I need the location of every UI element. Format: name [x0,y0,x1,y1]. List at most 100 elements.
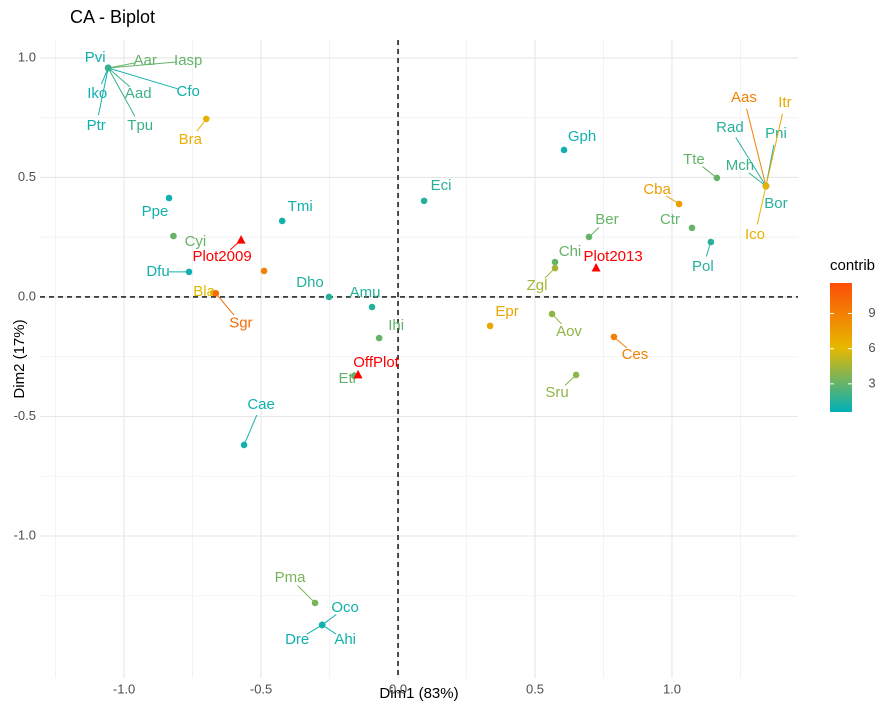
row-label: Plot2013 [583,248,642,265]
column-label: Oco [331,599,359,616]
column-label: Ihi [388,317,404,334]
x-tick-label: 1.0 [663,681,681,696]
leader-line [702,166,718,179]
leader-line [321,624,337,635]
column-label: Gph [568,128,596,145]
leader-line [196,118,207,132]
leader-line [215,293,235,316]
leader-line [544,267,556,279]
column-label: Iasp [174,52,202,69]
column-label: Aov [556,323,582,340]
column-point [165,194,173,202]
column-point [104,64,112,72]
leader-line [297,585,316,604]
column-label: Pol [692,258,714,275]
x-tick-label: 0.5 [526,681,544,696]
chart-title: CA - Biplot [70,7,155,27]
leader-line [613,336,627,349]
legend-tick-label: 6 [868,340,875,355]
leader-line [564,374,577,386]
column-label: Ces [622,346,649,363]
column-point [278,217,286,225]
column-label: Sgr [229,314,252,331]
column-point [375,334,383,342]
row-point [353,369,363,379]
leader-line [243,414,258,446]
column-label: Ico [745,226,765,243]
y-tick-label: 0.5 [18,169,36,184]
leader-line [735,137,767,187]
row-label: OffPlot [353,354,399,371]
y-axis-label: Dim2 (17%) [11,319,28,398]
column-label: Chi [559,243,582,260]
column-label: Pni [765,125,787,142]
column-label: Mch [726,157,754,174]
column-point [486,322,494,330]
row-point [591,263,601,272]
column-label: Ppe [142,203,169,220]
column-label: Tmi [288,198,313,215]
legend-tick-label: 3 [868,375,875,390]
y-tick-label: 1.0 [18,49,36,64]
leader-line [588,227,600,238]
column-label: Cyi [185,233,207,250]
column-label: Aar [134,52,157,69]
column-label: Dho [296,274,324,291]
leader-line [107,67,136,117]
leader-line [108,61,178,69]
y-tick-label: -0.5 [14,408,36,423]
column-label: Sru [545,384,568,401]
column-label: Epr [495,303,518,320]
column-label: Tte [683,151,705,168]
leader-line [748,172,767,187]
legend-colorbar [830,283,852,412]
leader-line [107,67,131,88]
leader-line [97,67,109,116]
column-label: Cfo [177,83,200,100]
column-label: Pvi [85,49,106,66]
column-label: Eci [431,177,452,194]
column-label: Aad [125,85,152,102]
column-label: Dfu [146,263,169,280]
column-label: Eti [338,370,356,387]
leader-line [229,239,242,251]
legend-title: contrib [830,257,875,274]
column-label: Itr [778,94,791,111]
leader-line [108,67,178,90]
x-tick-label: -1.0 [113,681,135,696]
column-label: Amu [350,284,381,301]
column-label: Rad [716,119,744,136]
column-point [420,197,428,205]
column-label: Bra [179,131,203,148]
column-label: Bla [193,283,215,300]
x-tick-label: -0.5 [250,681,272,696]
column-point [260,267,268,275]
column-label: Cba [643,181,671,198]
column-point [368,303,376,311]
column-label: Pma [275,569,307,586]
y-tick-label: 0.0 [18,288,36,303]
column-label: Dre [285,631,309,648]
column-point [325,293,333,301]
legend-tick-label: 9 [868,305,875,320]
leader-line [756,185,767,225]
column-label: Zgl [527,277,548,294]
column-label: Aas [731,89,757,106]
leader-line [551,313,562,325]
x-tick-label: 0.0 [389,681,407,696]
column-point [551,258,559,266]
column-label: Tpu [127,117,153,134]
column-label: Bor [764,195,787,212]
leader-line [666,195,680,205]
column-label: Ctr [660,211,680,228]
column-point [688,224,696,232]
column-label: Ptr [87,117,106,134]
leader-line [765,113,783,187]
column-label: Cae [247,396,275,413]
row-label: Plot2009 [192,248,251,265]
column-point [560,146,568,154]
column-label: Ahi [334,631,356,648]
y-tick-label: -1.0 [14,527,36,542]
leader-line [746,108,767,187]
